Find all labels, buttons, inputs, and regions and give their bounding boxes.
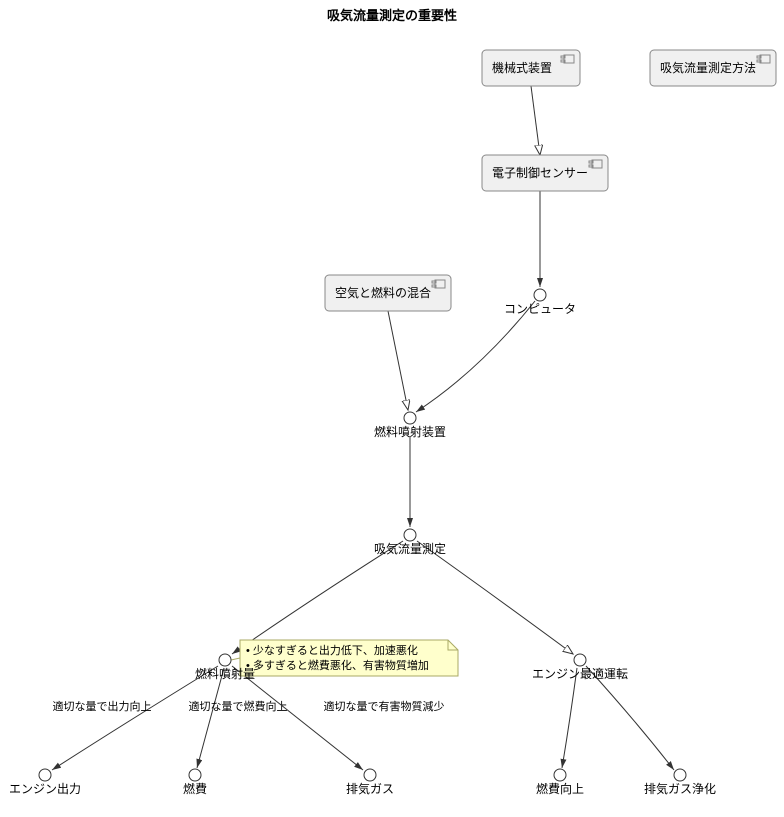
- note-line: • 多すぎると燃費悪化、有害物質増加: [246, 658, 429, 672]
- node-label: エンジン出力: [9, 782, 81, 796]
- box-sensor: 電子制御センサー: [482, 155, 608, 191]
- node-label: 排気ガス: [346, 781, 394, 796]
- edge: [416, 301, 535, 412]
- box-method: 吸気流量測定方法: [650, 50, 776, 86]
- edge: [586, 666, 674, 770]
- node-injector: 燃料噴射装置: [374, 412, 446, 439]
- node-clean: 排気ガス浄化: [644, 769, 716, 796]
- edge: [197, 668, 224, 768]
- diagram-title: 吸気流量測定の重要性: [327, 8, 457, 23]
- node-label: 燃料噴射量: [195, 666, 255, 681]
- box-label: 機械式装置: [492, 60, 552, 75]
- edge: [531, 86, 540, 155]
- edge-label: 適切な量で有害物質減少: [324, 699, 445, 713]
- node-exhaust: 排気ガス: [346, 769, 394, 796]
- node-power: エンジン出力: [9, 769, 81, 796]
- node-label: エンジン最適運転: [532, 666, 628, 681]
- node-label: 排気ガス浄化: [644, 781, 716, 796]
- node-measure: 吸気流量測定: [374, 529, 446, 556]
- node-computer: コンピュータ: [504, 289, 576, 316]
- node-fuel: 燃費: [183, 769, 207, 796]
- edge: [388, 311, 408, 410]
- edge: [232, 666, 363, 770]
- note-line: • 少なすぎると出力低下、加速悪化: [246, 643, 418, 657]
- node-label: 燃費: [183, 781, 207, 796]
- note-connector: [231, 658, 240, 660]
- edge-label: 適切な量で燃費向上: [189, 699, 288, 713]
- edge: [232, 541, 403, 654]
- node-label: 燃料噴射装置: [374, 424, 446, 439]
- flowchart-diagram: 吸気流量測定の重要性適切な量で出力向上 適切な量で燃費向上 適切な量で有害物質減少 •…: [0, 0, 784, 817]
- node-label: 吸気流量測定: [374, 541, 446, 556]
- node-label: コンピュータ: [504, 302, 576, 316]
- edge: [562, 668, 577, 768]
- edge: [52, 666, 218, 770]
- box-label: 吸気流量測定方法: [660, 60, 756, 75]
- edge-label: 適切な量で出力向上: [53, 699, 152, 713]
- box-mech: 機械式装置: [482, 50, 580, 86]
- node-fuelup: 燃費向上: [536, 769, 584, 796]
- node-optimal: エンジン最適運転: [532, 654, 628, 681]
- box-label: 電子制御センサー: [492, 165, 588, 180]
- edge: [417, 541, 573, 654]
- box-mix: 空気と燃料の混合: [325, 275, 451, 311]
- box-label: 空気と燃料の混合: [335, 285, 431, 300]
- node-label: 燃費向上: [536, 781, 584, 796]
